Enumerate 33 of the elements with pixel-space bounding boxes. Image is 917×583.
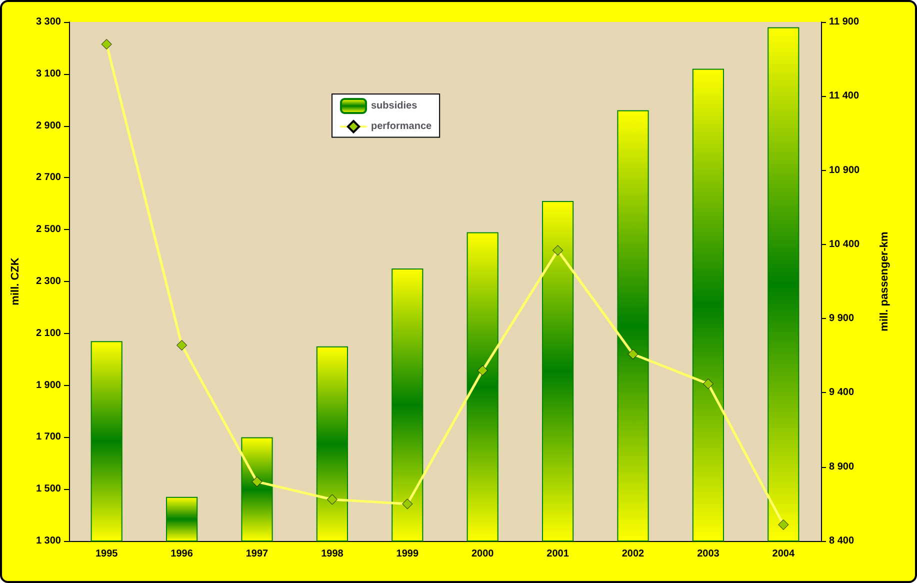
y2-tick-label: 10 400 <box>829 238 860 250</box>
legend-label: performance <box>371 121 432 132</box>
y2-tick-label: 10 900 <box>829 164 860 176</box>
x-tick-label: 1996 <box>170 548 194 560</box>
x-tick-label: 2003 <box>697 548 720 560</box>
y-tick-label: 3 300 <box>36 16 62 28</box>
x-tick-label: 1995 <box>95 548 118 560</box>
legend-label: subsidies <box>371 100 418 112</box>
y-tick-label: 1 900 <box>36 380 62 391</box>
y2-tick-label: 8 400 <box>829 536 854 546</box>
y2-tick-label: 9 900 <box>829 313 854 324</box>
x-tick-label: 1999 <box>396 548 419 560</box>
x-tick-label: 2000 <box>471 548 494 560</box>
x-tick-label: 1998 <box>321 548 344 560</box>
y-tick-label: 3 100 <box>36 68 62 80</box>
y-axis-title: mill. CZK <box>10 258 22 306</box>
y2-tick-label: 11 400 <box>829 90 860 102</box>
y2-axis-title: mill. passenger-km <box>878 231 890 332</box>
y-tick-label: 1 700 <box>36 432 62 443</box>
y-tick-label: 2 500 <box>36 224 62 236</box>
y-tick-label: 2 700 <box>36 172 62 184</box>
y2-tick-label: 11 900 <box>829 16 860 28</box>
y-tick-label: 2 100 <box>36 328 62 339</box>
x-tick-label: 2002 <box>622 548 645 560</box>
x-tick-label: 2004 <box>772 548 795 560</box>
y2-tick-label: 9 400 <box>829 387 854 398</box>
y2-tick-label: 8 900 <box>829 461 854 472</box>
y-tick-label: 1 500 <box>36 484 62 495</box>
y-tick-label: 2 900 <box>36 120 62 132</box>
y-tick-label: 2 300 <box>36 276 62 287</box>
x-tick-label: 2001 <box>546 548 570 560</box>
x-tick-label: 1997 <box>246 548 269 560</box>
y-tick-label: 1 300 <box>36 536 62 546</box>
